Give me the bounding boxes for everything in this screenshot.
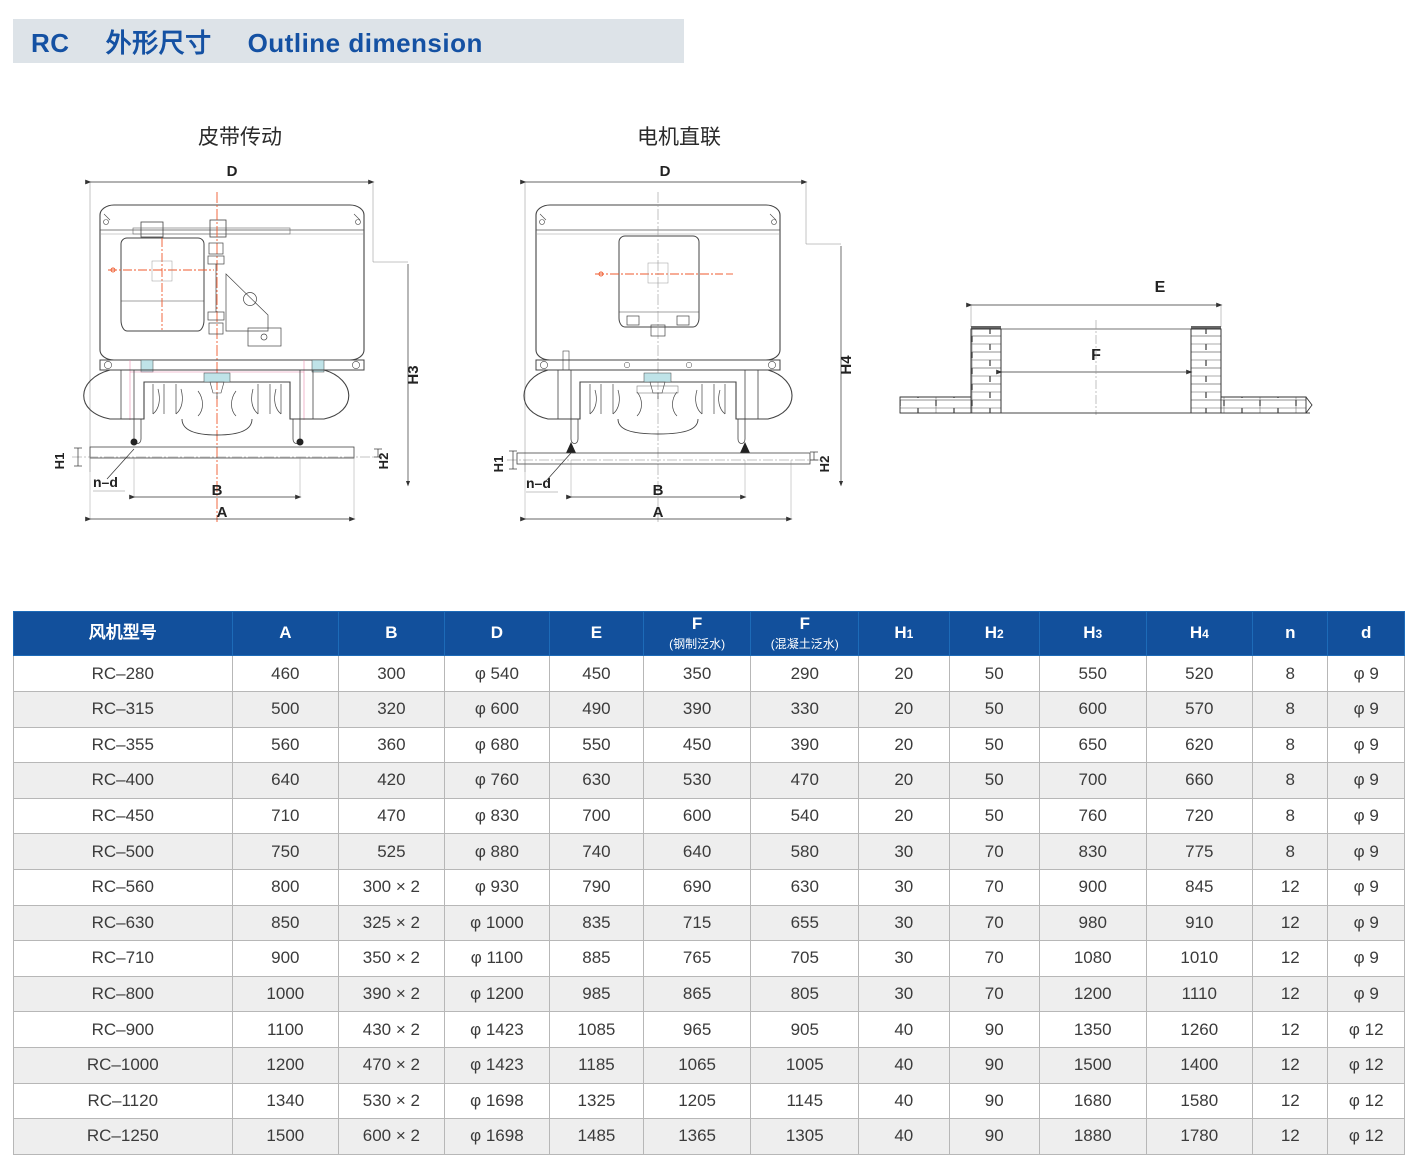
svg-text:H1: H1 (491, 456, 506, 473)
svg-text:B: B (212, 482, 223, 499)
svg-text:A: A (217, 504, 228, 521)
svg-text:H1: H1 (52, 453, 67, 470)
svg-text:A: A (653, 504, 664, 521)
svg-text:H4: H4 (838, 355, 855, 375)
svg-text:H3: H3 (405, 365, 422, 384)
svg-text:n–d: n–d (93, 474, 118, 490)
svg-text:B: B (653, 482, 664, 499)
svg-text:n–d: n–d (526, 475, 551, 491)
svg-text:D: D (660, 163, 671, 180)
svg-text:D: D (227, 163, 238, 180)
svg-text:E: E (1155, 279, 1166, 296)
svg-text:H2: H2 (817, 456, 832, 473)
